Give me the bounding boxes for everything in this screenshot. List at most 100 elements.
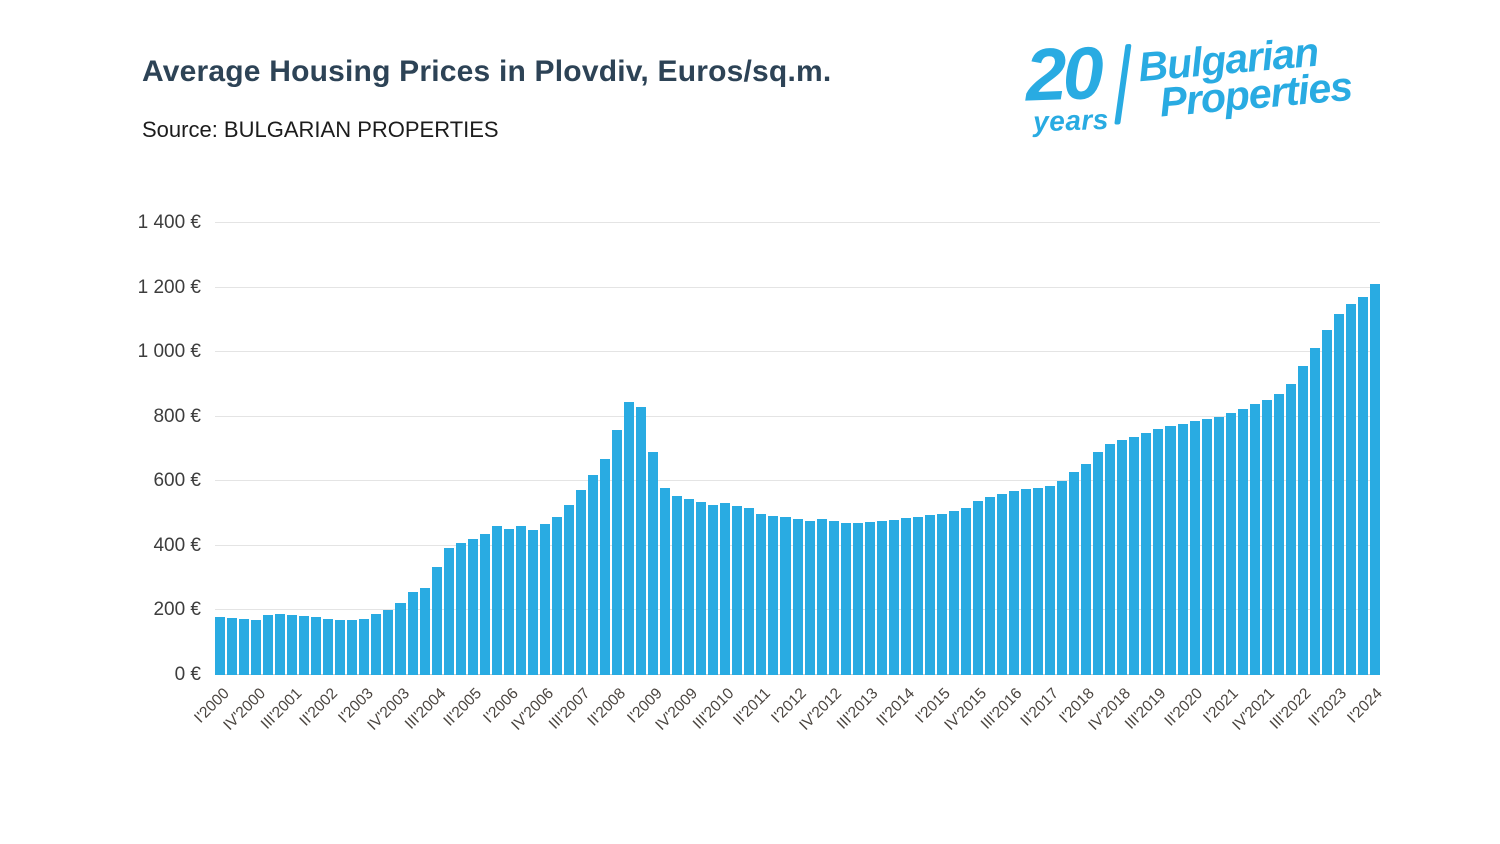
bar-II'2008	[612, 429, 623, 675]
source-label: Source: BULGARIAN PROPERTIES	[142, 117, 499, 142]
bar-I'2024	[1370, 284, 1381, 675]
bar-IV'2023	[1357, 296, 1368, 675]
bar-I'2004	[407, 592, 418, 675]
bar-IV'2011	[780, 517, 791, 675]
bar-I'2007	[551, 516, 562, 675]
bar-IV'2010	[732, 505, 743, 675]
bar-IV'2005	[491, 525, 502, 675]
bar-III'2012	[816, 518, 827, 675]
bar-IV'2016	[1021, 489, 1032, 675]
bar-IV'2000	[251, 620, 262, 675]
bar-III'2004	[431, 566, 442, 675]
y-axis-tick-label: 1 200 €	[137, 276, 201, 298]
logo-brand-name: Bulgarian Properties	[1136, 29, 1353, 126]
bar-IV'2003	[395, 602, 406, 675]
y-axis-tick-label: 800 €	[153, 405, 201, 427]
bar-II'2003	[371, 614, 382, 675]
brand-logo: 20 years Bulgarian Properties	[1024, 29, 1353, 138]
bar-III'2014	[912, 516, 923, 675]
bar-I'2000	[215, 616, 226, 675]
bar-III'2013	[864, 521, 875, 675]
bar-IV'2020	[1213, 417, 1224, 675]
bar-IV'2002	[347, 620, 358, 675]
logo-years-text: years	[1032, 103, 1110, 138]
bar-I'2013	[840, 523, 851, 675]
bar-II'2017	[1045, 486, 1056, 675]
bar-III'2000	[239, 619, 250, 675]
bar-II'2005	[467, 539, 478, 675]
plot-area: 0 € 200 € 400 € 600 € 800 € 1 000 € 1 200 € 1 4…	[138, 212, 1381, 685]
bar-II'2002	[323, 618, 334, 675]
bar-IV'2008	[636, 407, 647, 675]
bar-II'2019	[1141, 432, 1152, 675]
chart-title: Average Housing Prices in Plovdiv, Euros…	[142, 55, 832, 88]
bar-III'2002	[335, 619, 346, 675]
bar-III'2007	[575, 490, 586, 675]
bar-IV'2021	[1261, 399, 1272, 675]
bar-III'2021	[1249, 404, 1260, 675]
bar-I'2012	[792, 519, 803, 675]
bar-III'2011	[768, 515, 779, 675]
bar-II'2009	[660, 488, 671, 675]
bar-I'2021	[1225, 412, 1236, 675]
bar-II'2015	[948, 511, 959, 675]
bar-II'2010	[708, 504, 719, 675]
bar-I'2010	[696, 501, 707, 675]
bar-III'2005	[479, 533, 490, 675]
bar-II'2014	[900, 518, 911, 675]
bar-II'2011	[756, 514, 767, 675]
logo-divider	[1113, 43, 1132, 125]
bar-IV'2006	[539, 523, 550, 675]
bar-IV'2001	[299, 615, 310, 675]
bar-III'2023	[1345, 303, 1356, 675]
y-axis-tick-label: 1 000 €	[137, 341, 201, 363]
bar-I'2017	[1033, 487, 1044, 675]
y-axis-tick-label: 200 €	[153, 599, 201, 621]
bar-II'2020	[1189, 420, 1200, 675]
bar-II'2016	[997, 493, 1008, 675]
bar-I'2020	[1177, 423, 1188, 675]
bar-III'2022	[1297, 365, 1308, 675]
bar-I'2001	[263, 614, 274, 675]
bar-I'2014	[888, 519, 899, 675]
bar-III'2010	[720, 503, 731, 675]
bar-I'2023	[1321, 330, 1332, 675]
bar-II'2013	[852, 522, 863, 675]
bar-III'2006	[527, 529, 538, 675]
bar-IV'2014	[924, 515, 935, 675]
y-axis-tick-label: 0 €	[174, 664, 201, 685]
bar-III'2008	[624, 402, 635, 675]
bar-I'2002	[311, 616, 322, 675]
y-axis-tick-label: 1 400 €	[137, 212, 201, 233]
bar-III'2016	[1009, 490, 1020, 675]
logo-anniversary: 20 years	[1024, 31, 1110, 138]
y-axis-tick-label: 400 €	[153, 534, 201, 556]
bar-chart: 0 € 200 € 400 € 600 € 800 € 1 000 € 1 200 € 1 4…	[138, 212, 1387, 823]
bar-I'2008	[600, 459, 611, 675]
bar-I'2009	[648, 452, 659, 675]
bar-IV'2015	[972, 500, 983, 675]
bar-I'2003	[359, 618, 370, 675]
bar-I'2016	[985, 496, 996, 675]
bars-layer	[215, 223, 1381, 675]
bar-IV'2018	[1117, 439, 1128, 675]
bar-II'2004	[419, 588, 430, 675]
bar-I'2022	[1273, 394, 1284, 675]
bar-II'2022	[1285, 384, 1296, 675]
bar-II'2001	[275, 613, 286, 675]
bar-IV'2004	[443, 548, 454, 675]
bar-I'2015	[936, 513, 947, 675]
bar-III'2020	[1201, 419, 1212, 675]
bar-IV'2019	[1165, 426, 1176, 675]
bar-II'2021	[1237, 408, 1248, 675]
bar-I'2011	[744, 507, 755, 675]
bar-III'2009	[672, 495, 683, 675]
x-axis: I'2000 IV'2000 III'2001 II'2002 I'2003 IV'200…	[191, 685, 1387, 734]
bar-IV'2017	[1069, 472, 1080, 675]
bar-I'2019	[1129, 436, 1140, 675]
bar-II'2007	[563, 504, 574, 675]
bar-I'2006	[503, 529, 514, 675]
header: Average Housing Prices in Plovdiv, Euros…	[142, 55, 831, 143]
bar-III'2017	[1057, 481, 1068, 675]
